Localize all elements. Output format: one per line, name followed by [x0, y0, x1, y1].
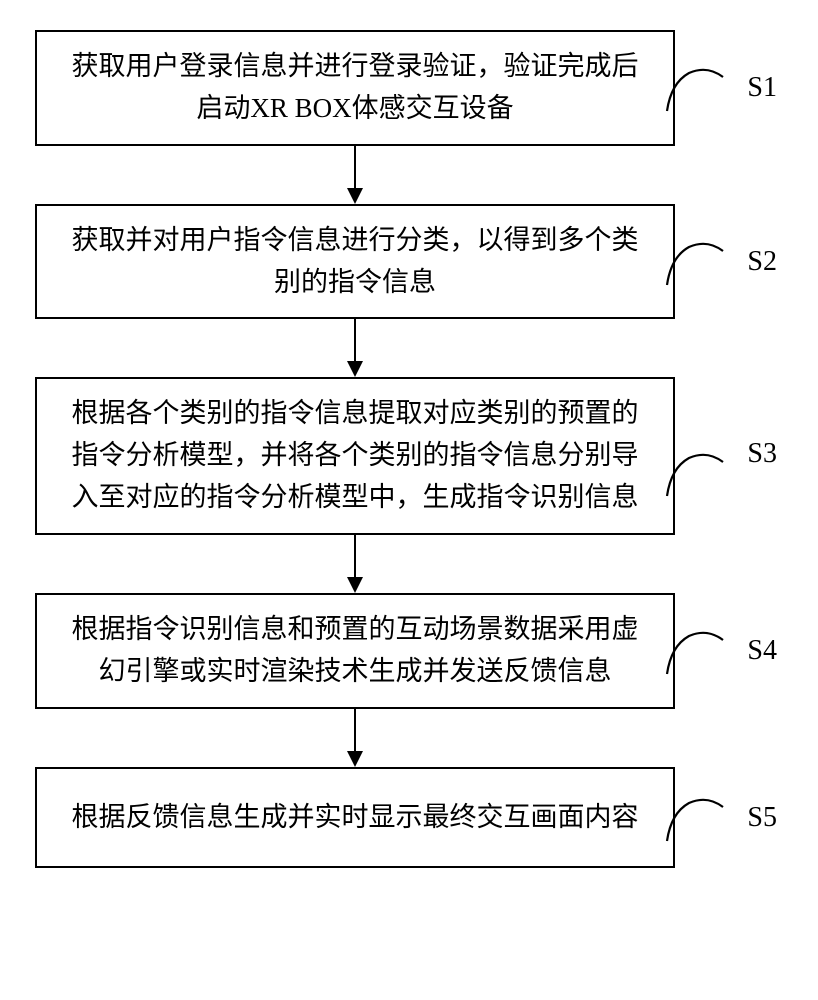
step-label-s4: S4: [747, 635, 777, 667]
arrow-s2-s3: [35, 319, 675, 377]
arrow-s4-s5: [35, 709, 675, 767]
step-row-s5: 根据反馈信息生成并实时显示最终交互画面内容 S5: [35, 767, 785, 869]
curve-s4: [665, 626, 725, 676]
step-box-s5: 根据反馈信息生成并实时显示最终交互画面内容: [35, 767, 675, 869]
step-row-s2: 获取并对用户指令信息进行分类，以得到多个类别的指令信息 S2: [35, 204, 785, 320]
curve-s3: [665, 448, 725, 498]
curve-s5: [665, 793, 725, 843]
step-row-s1: 获取用户登录信息并进行登录验证，验证完成后启动XR BOX体感交互设备 S1: [35, 30, 785, 146]
flowchart-container: 获取用户登录信息并进行登录验证，验证完成后启动XR BOX体感交互设备 S1 获…: [35, 30, 785, 868]
step-box-s2: 获取并对用户指令信息进行分类，以得到多个类别的指令信息: [35, 204, 675, 320]
step-label-s5: S5: [747, 802, 777, 834]
step-box-s3: 根据各个类别的指令信息提取对应类别的预置的指令分析模型，并将各个类别的指令信息分…: [35, 377, 675, 535]
arrow-s3-s4: [35, 535, 675, 593]
arrow-s1-s2: [35, 146, 675, 204]
step-box-s1: 获取用户登录信息并进行登录验证，验证完成后启动XR BOX体感交互设备: [35, 30, 675, 146]
curve-s2: [665, 237, 725, 287]
step-label-s2: S2: [747, 246, 777, 278]
step-label-s3: S3: [747, 438, 777, 470]
curve-s1: [665, 63, 725, 113]
step-box-s4: 根据指令识别信息和预置的互动场景数据采用虚幻引擎或实时渲染技术生成并发送反馈信息: [35, 593, 675, 709]
step-row-s4: 根据指令识别信息和预置的互动场景数据采用虚幻引擎或实时渲染技术生成并发送反馈信息…: [35, 593, 785, 709]
step-label-s1: S1: [747, 72, 777, 104]
step-row-s3: 根据各个类别的指令信息提取对应类别的预置的指令分析模型，并将各个类别的指令信息分…: [35, 377, 785, 535]
